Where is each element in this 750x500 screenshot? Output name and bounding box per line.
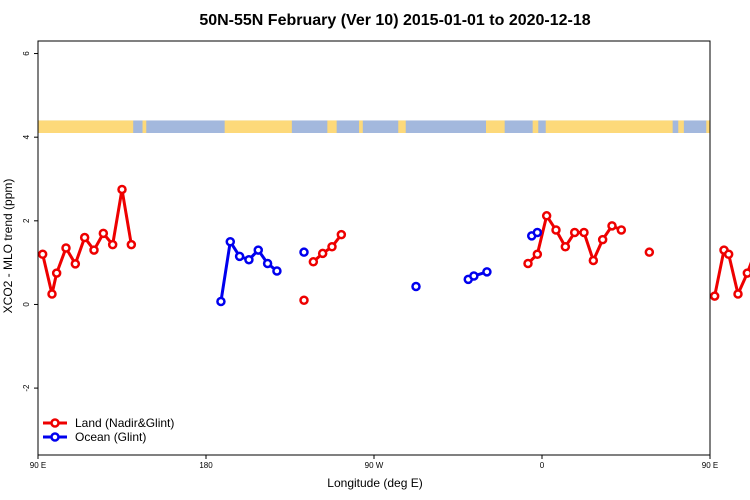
legend-label: Ocean (Glint) — [75, 430, 146, 444]
land-ocean-band — [38, 120, 710, 133]
data-point — [225, 236, 236, 247]
series-line — [219, 240, 278, 302]
data-point — [411, 281, 421, 292]
plot-frame — [37, 40, 711, 456]
data-point — [588, 255, 599, 266]
y-tick-label: 6 — [22, 51, 31, 56]
data-point — [560, 241, 571, 252]
land-band-segment — [545, 120, 673, 133]
x-tick-label: 90 E — [702, 461, 718, 470]
data-point — [551, 225, 561, 235]
land-band-segment — [359, 120, 363, 133]
series-1 — [216, 227, 543, 307]
data-point — [299, 247, 309, 257]
data-point — [244, 254, 254, 265]
land-band-segment — [532, 120, 539, 133]
data-point — [532, 249, 543, 260]
legend-marker — [50, 418, 60, 428]
data-point — [308, 257, 319, 267]
x-axis-label: Longitude (deg E) — [327, 476, 422, 490]
land-band-segment — [327, 120, 337, 133]
data-point — [742, 268, 750, 278]
legend-label: Land (Nadir&Glint) — [75, 416, 174, 430]
series-0 — [37, 184, 750, 306]
data-point — [37, 249, 48, 260]
series-layer — [37, 184, 750, 307]
legend-marker — [50, 432, 60, 442]
y-tick-label: -2 — [22, 384, 31, 392]
data-point — [597, 234, 608, 245]
y-tick-label: 2 — [22, 218, 31, 223]
data-point — [234, 251, 245, 262]
series-line — [312, 233, 343, 263]
data-point — [98, 228, 109, 239]
data-point — [117, 184, 127, 195]
data-point — [616, 225, 627, 235]
data-point — [336, 229, 347, 240]
data-point — [51, 268, 62, 278]
data-point — [532, 227, 543, 238]
data-point — [107, 239, 118, 250]
data-point — [607, 221, 617, 231]
data-point — [723, 249, 734, 260]
data-point — [541, 211, 552, 221]
data-point — [733, 289, 743, 299]
data-point — [579, 227, 589, 238]
y-axis-label: XCO2 - MLO trend (ppm) — [1, 179, 15, 314]
y-tick-label: 0 — [22, 302, 31, 307]
land-band-segment — [678, 120, 684, 133]
data-point — [469, 271, 479, 281]
data-point — [299, 295, 309, 306]
chart-title: 50N-55N February (Ver 10) 2015-01-01 to … — [199, 12, 590, 29]
data-point — [61, 243, 71, 253]
series-line — [713, 248, 750, 297]
data-point — [523, 258, 533, 269]
data-point — [70, 259, 81, 269]
data-point — [482, 267, 492, 277]
y-tick-label: 4 — [22, 134, 31, 139]
data-point — [262, 258, 273, 269]
legend: Land (Nadir&Glint)Ocean (Glint) — [43, 416, 174, 444]
land-band-segment — [398, 120, 406, 133]
land-band-segment — [706, 120, 710, 133]
data-point — [253, 245, 264, 255]
data-point — [272, 266, 282, 276]
land-band-segment — [142, 120, 147, 133]
data-point — [89, 245, 99, 255]
series-line — [41, 187, 133, 296]
land-band-segment — [38, 120, 134, 133]
x-tick-label: 0 — [540, 461, 545, 470]
data-point — [709, 291, 720, 301]
data-point — [126, 239, 137, 250]
data-point — [47, 289, 57, 299]
data-point — [644, 247, 655, 257]
x-axis: 90 E 180 90 W 0 90 E — [30, 455, 718, 470]
data-point — [317, 248, 328, 259]
land-band-segment — [224, 120, 292, 133]
data-point — [569, 227, 580, 238]
x-tick-label: 90 W — [365, 461, 384, 470]
land-band-segment — [486, 120, 505, 133]
data-point — [79, 232, 90, 243]
y-axis: -2 0 2 4 6 — [22, 51, 38, 392]
ocean-band — [38, 120, 710, 133]
data-point — [327, 241, 337, 252]
x-tick-label: 90 E — [30, 461, 46, 470]
x-tick-label: 180 — [199, 461, 213, 470]
data-point — [216, 296, 226, 307]
